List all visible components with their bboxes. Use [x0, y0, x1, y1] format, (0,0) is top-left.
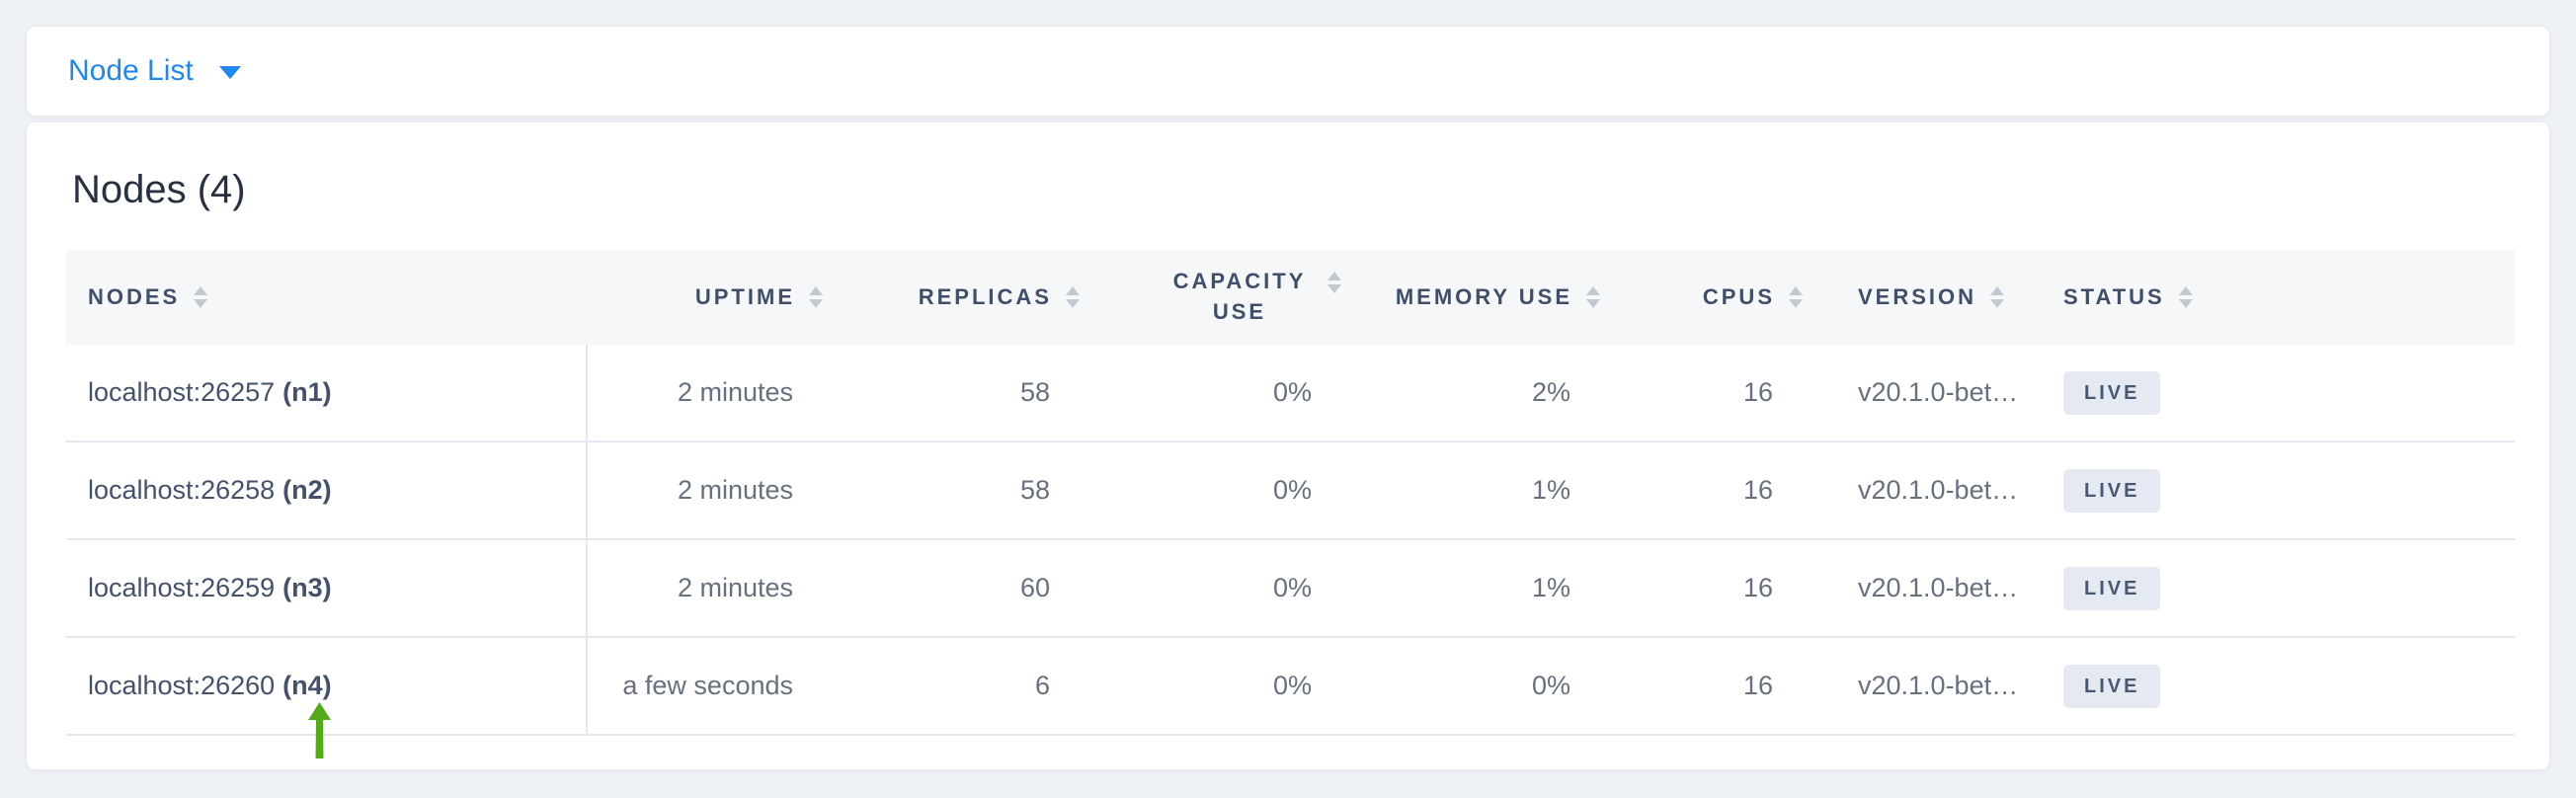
node-address: localhost:26260: [88, 671, 276, 700]
column-header-cpus[interactable]: CPUS: [1612, 250, 1814, 345]
sort-icon: [1328, 272, 1341, 293]
cell-replicas: 58: [1019, 377, 1050, 407]
cell-uptime: 2 minutes: [677, 475, 793, 505]
cell-version: v20.1.0-bet…: [1858, 573, 2019, 602]
caret-down-icon: [218, 66, 241, 79]
node-list-dropdown[interactable]: Node List: [68, 56, 241, 86]
page-title: Nodes (4): [72, 168, 246, 211]
table-body: localhost:26257 (n1) 2 minutes 58 0% 2% …: [66, 345, 2515, 736]
node-address: localhost:26257: [88, 377, 276, 407]
cell-capacity-use: 0%: [1272, 377, 1312, 407]
cell-version: v20.1.0-bet…: [1858, 377, 2019, 407]
table-row[interactable]: localhost:26259 (n3) 2 minutes 60 0% 1% …: [66, 540, 2515, 638]
sort-icon: [1789, 286, 1803, 308]
status-badge: LIVE: [2063, 370, 2161, 415]
column-header-version[interactable]: VERSION: [1814, 250, 2028, 345]
table-row[interactable]: localhost:26257 (n1) 2 minutes 58 0% 2% …: [66, 345, 2515, 442]
cell-status: LIVE: [2028, 345, 2515, 440]
green-arrow-icon: [308, 702, 331, 758]
cell-replicas: 6: [1034, 671, 1050, 700]
sort-icon: [1586, 286, 1600, 308]
node-id: (n1): [282, 377, 332, 407]
cell-cpus: 16: [1742, 377, 1773, 407]
column-header-uptime[interactable]: UPTIME: [588, 250, 835, 345]
cell-replicas: 58: [1019, 475, 1050, 505]
status-badge: LIVE: [2063, 468, 2161, 513]
cell-node: localhost:26260 (n4): [66, 638, 588, 734]
node-id: (n2): [282, 475, 332, 505]
cell-status: LIVE: [2028, 638, 2515, 734]
cell-memory-use: 2%: [1531, 377, 1570, 407]
cell-cpus: 16: [1742, 671, 1773, 700]
sort-icon: [1990, 286, 2005, 308]
view-switcher-bar: Node List: [26, 26, 2550, 117]
column-header-capacity-use[interactable]: CAPACITY USE: [1091, 250, 1353, 345]
cell-capacity-use: 0%: [1272, 475, 1312, 505]
nodes-table: NODES UPTIME REPLICAS CAPACITY USE MEMOR…: [66, 250, 2515, 736]
cell-memory-use: 0%: [1531, 671, 1570, 700]
cell-capacity-use: 0%: [1272, 671, 1312, 700]
table-row[interactable]: localhost:26258 (n2) 2 minutes 58 0% 1% …: [66, 442, 2515, 540]
cell-status: LIVE: [2028, 540, 2515, 636]
cell-version: v20.1.0-bet…: [1858, 671, 2019, 700]
column-header-memory-use[interactable]: MEMORY USE: [1353, 250, 1612, 345]
column-header-status[interactable]: STATUS: [2028, 250, 2515, 345]
cell-uptime: a few seconds: [622, 671, 793, 700]
table-header-row: NODES UPTIME REPLICAS CAPACITY USE MEMOR…: [66, 250, 2515, 345]
cell-version: v20.1.0-bet…: [1858, 475, 2019, 505]
nodes-card: Nodes (4) NODES UPTIME REPLICAS CAPACITY…: [26, 121, 2550, 770]
sort-icon: [809, 286, 823, 308]
cell-node: localhost:26257 (n1): [66, 345, 588, 440]
cell-uptime: 2 minutes: [677, 573, 793, 602]
cell-node: localhost:26258 (n2): [66, 442, 588, 538]
sort-icon: [194, 286, 208, 308]
sort-icon: [1066, 286, 1080, 308]
table-row[interactable]: localhost:26260 (n4) a few seconds 6 0% …: [66, 638, 2515, 736]
cell-node: localhost:26259 (n3): [66, 540, 588, 636]
sort-icon: [2178, 286, 2193, 308]
dropdown-label: Node List: [68, 54, 194, 87]
cell-memory-use: 1%: [1531, 573, 1570, 602]
cell-status: LIVE: [2028, 442, 2515, 538]
node-id: (n4): [282, 671, 332, 700]
status-badge: LIVE: [2063, 664, 2161, 708]
cell-replicas: 60: [1019, 573, 1050, 602]
node-address: localhost:26258: [88, 475, 276, 505]
cell-cpus: 16: [1742, 573, 1773, 602]
cell-uptime: 2 minutes: [677, 377, 793, 407]
column-header-nodes[interactable]: NODES: [66, 250, 588, 345]
status-badge: LIVE: [2063, 566, 2161, 610]
cell-cpus: 16: [1742, 475, 1773, 505]
cell-capacity-use: 0%: [1272, 573, 1312, 602]
column-header-replicas[interactable]: REPLICAS: [835, 250, 1091, 345]
node-id: (n3): [282, 573, 332, 602]
cell-memory-use: 1%: [1531, 475, 1570, 505]
node-address: localhost:26259: [88, 573, 276, 602]
